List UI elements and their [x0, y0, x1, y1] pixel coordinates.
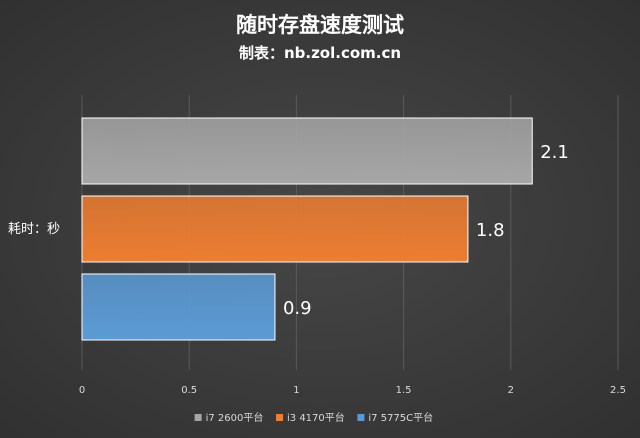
- x-axis-ticks: 0 0.5 1 1.5 2 2.5: [79, 385, 626, 396]
- legend-swatch: [357, 414, 365, 421]
- x-tick-label: 0.5: [181, 385, 197, 396]
- x-tick-label: 1: [293, 385, 299, 396]
- x-tick-label: 2: [508, 385, 514, 396]
- bar: [81, 195, 469, 263]
- legend-swatch: [194, 414, 202, 421]
- chart-subtitle: 制表：nb.zol.com.cn: [239, 44, 401, 62]
- x-tick-label: 1.5: [396, 385, 412, 396]
- data-label: 1.8: [476, 220, 505, 241]
- bar: [81, 273, 276, 341]
- legend-swatch: [276, 414, 283, 421]
- legend-item: i7 5775C平台: [368, 411, 433, 424]
- y-axis-label: 耗时：秒: [8, 222, 60, 237]
- x-tick-label: 2.5: [610, 385, 626, 396]
- data-label: 0.9: [283, 298, 312, 319]
- legend-item: i3 4170平台: [287, 411, 345, 424]
- bars: 2.1 1.8 0.9: [81, 117, 569, 341]
- x-tick-label: 0: [79, 385, 85, 396]
- bar: [81, 117, 533, 185]
- legend-item: i7 2600平台: [206, 411, 264, 424]
- legend: i7 2600平台 i3 4170平台 i7 5775C平台: [194, 411, 433, 424]
- chart-title: 随时存盘速度测试: [236, 13, 404, 37]
- data-label: 2.1: [540, 142, 569, 163]
